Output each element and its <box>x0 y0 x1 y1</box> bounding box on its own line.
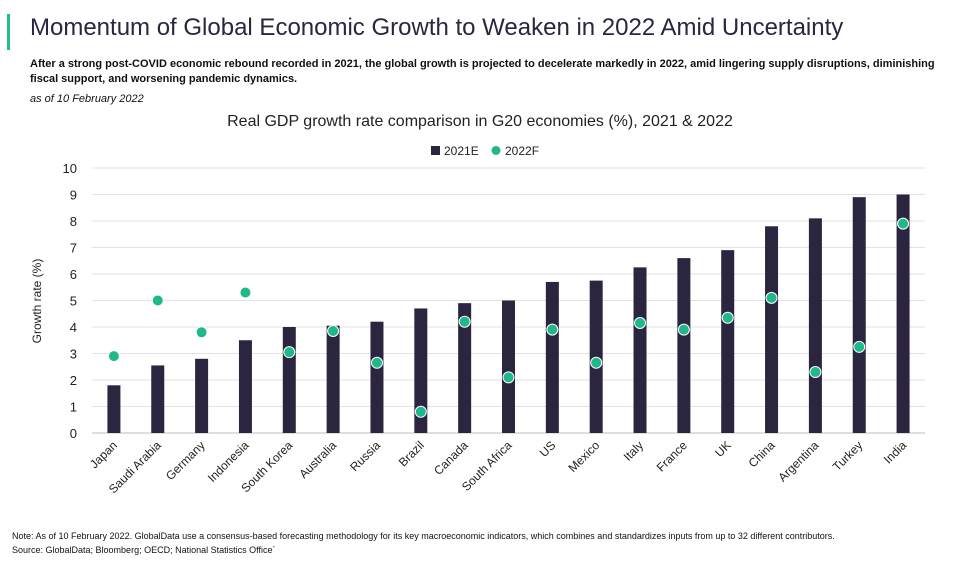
bar-2021e-argentina <box>808 218 822 433</box>
y-tick-label: 4 <box>70 320 77 335</box>
dot-2022f-australia <box>327 324 340 337</box>
x-tick-label: Canada <box>431 438 471 478</box>
bar-2021e-italy <box>633 267 647 433</box>
x-tick-label: Russia <box>347 438 383 474</box>
legend-swatch-2022f <box>491 146 501 155</box>
x-tick-label: Argentina <box>775 438 821 484</box>
bar-2021e-canada <box>458 303 472 433</box>
dot-2022f-brazil <box>414 405 427 418</box>
y-tick-label: 7 <box>70 241 77 256</box>
bar-2021e-indonesia <box>238 340 252 433</box>
x-tick-label: US <box>537 438 559 460</box>
dot-2022f-us <box>546 323 559 336</box>
bar-2021e-australia <box>326 325 340 433</box>
y-tick-label: 1 <box>70 400 77 415</box>
legend-label-2022f: 2022F <box>505 144 539 158</box>
x-tick-label: Japan <box>87 438 120 471</box>
x-tick-label: Mexico <box>566 438 603 475</box>
legend-swatch-2021e <box>431 146 440 155</box>
bar-2021e-uk <box>721 250 735 433</box>
dot-2022f-south-africa <box>502 371 515 384</box>
bar-2021e-saudi-arabia <box>151 365 165 433</box>
x-tick-label: UK <box>712 438 734 460</box>
page-subtitle: After a strong post-COVID economic rebou… <box>30 58 935 85</box>
title-accent-bar <box>7 14 10 50</box>
dot-2022f-saudi-arabia <box>151 294 164 307</box>
x-tick-label: France <box>654 438 691 475</box>
x-tick-label: Turkey <box>830 438 866 474</box>
bar-series-2021e <box>107 194 910 433</box>
bar-2021e-south-korea <box>282 327 296 433</box>
bar-2021e-south-africa <box>502 300 515 433</box>
dot-2022f-germany <box>195 326 208 339</box>
bar-2021e-us <box>545 281 559 433</box>
y-axis-ticks: 0 1 2 3 4 5 6 7 8 9 10 <box>63 161 77 441</box>
dot-series-2022f <box>107 217 910 418</box>
bar-2021e-india <box>896 194 910 433</box>
dot-2022f-italy <box>634 317 647 330</box>
y-axis-label: Growth rate (%) <box>30 259 44 344</box>
x-tick-label: Australia <box>296 438 339 481</box>
x-tick-label: Italy <box>621 438 646 463</box>
dot-2022f-turkey <box>853 340 866 353</box>
dot-2022f-canada <box>458 315 471 328</box>
dot-2022f-india <box>897 217 910 230</box>
x-tick-label: India <box>881 438 910 467</box>
dot-2022f-indonesia <box>239 286 252 299</box>
dot-2022f-france <box>677 323 690 336</box>
y-tick-label: 0 <box>70 426 77 441</box>
bar-2021e-china <box>765 226 779 433</box>
y-tick-label: 8 <box>70 214 77 229</box>
dot-2022f-russia <box>370 356 383 369</box>
source-note: Source: GlobalData; Bloomberg; OECD; Nat… <box>12 545 276 555</box>
y-tick-label: 5 <box>70 294 77 309</box>
dot-2022f-uk <box>721 311 734 324</box>
bar-2021e-france <box>677 258 691 433</box>
footnote: Note: As of 10 February 2022. GlobalData… <box>12 531 835 541</box>
chart-title: Real GDP growth rate comparison in G20 e… <box>227 113 733 130</box>
dot-2022f-japan <box>107 350 120 363</box>
y-tick-label: 6 <box>70 267 77 282</box>
x-tick-label: China <box>746 438 778 470</box>
dot-2022f-south-korea <box>283 346 296 359</box>
bar-2021e-japan <box>107 385 121 433</box>
x-tick-label: Brazil <box>396 438 427 469</box>
as-of-date: as of 10 February 2022 <box>30 93 144 105</box>
bar-2021e-russia <box>370 321 384 433</box>
y-tick-label: 10 <box>63 161 77 176</box>
page-title: Momentum of Global Economic Growth to We… <box>30 14 844 41</box>
bar-2021e-turkey <box>852 197 866 433</box>
dot-2022f-mexico <box>590 356 603 369</box>
dot-2022f-china <box>765 291 778 304</box>
dot-2022f-argentina <box>809 366 822 379</box>
y-tick-label: 3 <box>70 347 77 362</box>
bar-2021e-brazil <box>414 308 428 433</box>
legend: 2021E 2022F <box>431 144 539 158</box>
y-tick-label: 9 <box>70 188 77 203</box>
x-tick-label: Germany <box>163 438 208 483</box>
y-tick-label: 2 <box>70 373 77 388</box>
legend-label-2021e: 2021E <box>444 144 479 158</box>
bar-2021e-germany <box>195 358 209 433</box>
